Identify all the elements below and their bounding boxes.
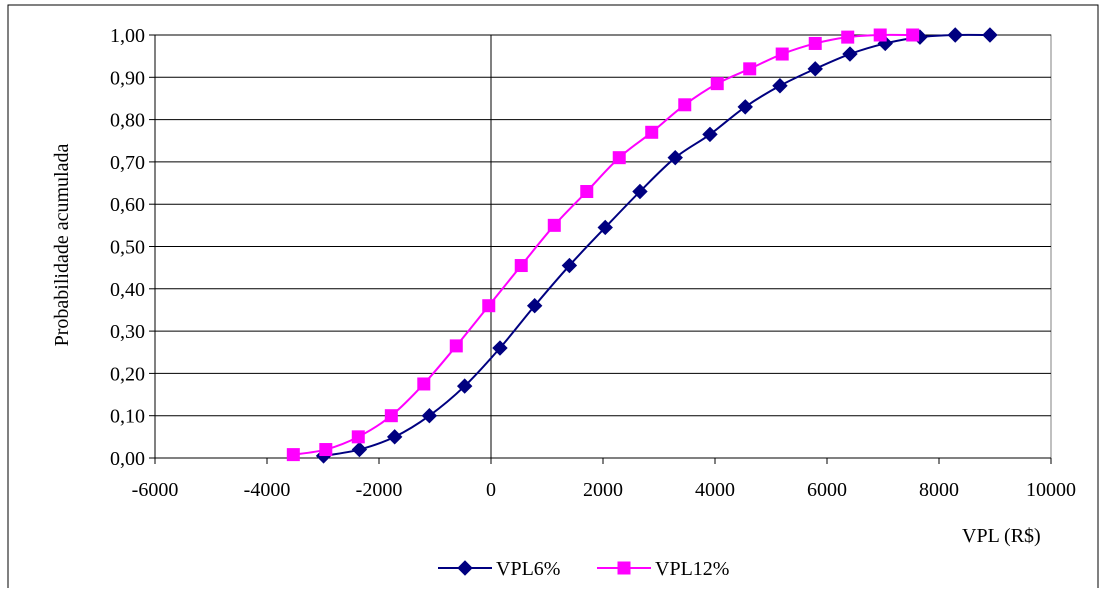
data-point (743, 62, 757, 76)
data-point (906, 28, 920, 42)
x-tick-label: 2000 (583, 479, 623, 501)
y-axis-title: Probabilidade acumulada (51, 144, 73, 347)
data-point (873, 28, 887, 42)
y-tick-label: 0,30 (110, 321, 145, 343)
data-point (772, 78, 788, 94)
data-point (807, 61, 823, 77)
legend-marker (617, 561, 631, 575)
data-point (482, 299, 496, 313)
y-tick-label: 0,80 (110, 110, 145, 132)
y-tick-label: 0,50 (110, 237, 145, 259)
x-axis-title: VPL (R$) (962, 525, 1041, 547)
data-point (710, 77, 724, 91)
data-point (514, 259, 528, 273)
data-point (737, 99, 753, 115)
data-point (492, 340, 508, 356)
data-point (632, 183, 648, 200)
x-tick-label: 10000 (1026, 479, 1076, 501)
data-point (449, 339, 463, 353)
data-point (612, 151, 626, 165)
y-tick-label: 0,10 (110, 406, 145, 428)
data-point (702, 126, 718, 143)
series-line (323, 33, 990, 457)
x-tick-label: 4000 (695, 479, 735, 501)
x-tick-label: -6000 (132, 479, 179, 501)
y-tick-label: 1,00 (110, 25, 145, 47)
y-tick-label: 0,00 (110, 448, 145, 470)
y-tick-label: 0,70 (110, 152, 145, 174)
data-point (456, 378, 473, 394)
data-point (421, 407, 438, 424)
legend-item: VPL6% (438, 558, 560, 580)
data-point (417, 377, 431, 391)
data-point (678, 98, 692, 112)
data-point (351, 441, 368, 458)
y-tick-label: 0,90 (110, 67, 145, 89)
series-VPL12% (286, 28, 920, 462)
series-VPL6% (315, 27, 998, 464)
legend-label: VPL6% (496, 558, 560, 580)
x-tick-label: 8000 (919, 479, 959, 501)
data-point (982, 27, 998, 43)
chart-frame (7, 4, 1099, 588)
data-point (547, 218, 561, 232)
data-point (286, 448, 300, 462)
data-point (597, 219, 613, 236)
legend-label: VPL12% (655, 558, 729, 580)
x-tick-label: 6000 (807, 479, 847, 501)
y-tick-label: 0,20 (110, 363, 145, 385)
data-point (645, 125, 659, 139)
data-point (775, 47, 789, 61)
data-point (386, 429, 403, 445)
y-tick-label: 0,40 (110, 279, 145, 301)
data-point (526, 298, 543, 314)
data-point (841, 30, 855, 44)
data-point (351, 430, 365, 444)
y-tick-label: 0,60 (110, 194, 145, 216)
x-tick-label: -4000 (244, 479, 291, 501)
data-point (561, 257, 578, 274)
data-point (947, 27, 963, 43)
legend-marker (457, 560, 473, 576)
data-point (319, 443, 333, 457)
x-tick-label: -2000 (356, 479, 403, 501)
legend-item: VPL12% (597, 558, 729, 580)
data-point (667, 149, 683, 166)
data-point (580, 185, 594, 199)
series-line (293, 33, 913, 456)
data-point (842, 46, 858, 62)
data-point (808, 36, 822, 50)
data-point (384, 409, 398, 423)
x-tick-label: 0 (486, 479, 496, 501)
